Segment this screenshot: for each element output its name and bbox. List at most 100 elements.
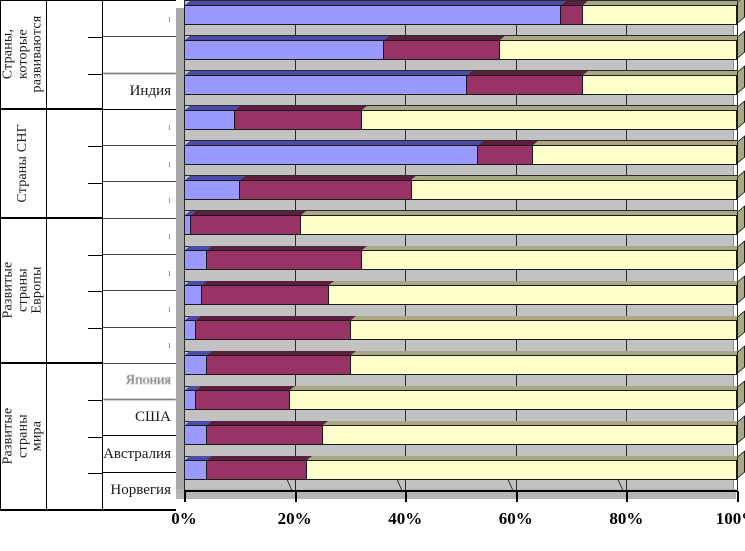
group-label: Страны, которые развиваются (1, 15, 45, 93)
bar-segment-series-1[interactable] (184, 4, 561, 25)
subgroup-cell (47, 364, 103, 509)
row-label-column: ı Индия ı ı ı ı ı ı ı Япония США Австралия Норвегия (103, 1, 176, 509)
row-separator (184, 420, 737, 422)
row-separator (184, 70, 737, 72)
subgroup-label-column (47, 1, 104, 509)
bar-segment-series-1[interactable] (184, 285, 201, 306)
stacked-bar[interactable] (184, 390, 737, 411)
category-label: ı (103, 1, 176, 38)
bar-segment-series-1[interactable] (184, 74, 467, 95)
bar-segment-series-1[interactable] (184, 144, 478, 165)
bar-segment-series-2[interactable] (195, 320, 350, 341)
subgroup-cell (47, 219, 103, 364)
bar-segment-series-3[interactable] (582, 74, 737, 95)
bar-segment-series-3[interactable] (360, 109, 737, 130)
bar-segment-series-3[interactable] (300, 214, 737, 235)
row-separator (184, 315, 737, 317)
bar-segment-series-2[interactable] (239, 179, 411, 200)
bar-end-cap (737, 170, 745, 199)
category-label: ı (103, 182, 176, 219)
bar-end-cap (737, 380, 745, 410)
bar-segment-series-2[interactable] (200, 285, 328, 306)
row-separator (184, 385, 737, 387)
stacked-bar[interactable] (184, 355, 737, 376)
bar-segment-series-2[interactable] (206, 425, 323, 446)
x-axis-tick-label: 100% (715, 509, 745, 528)
stacked-bar[interactable] (184, 109, 737, 130)
subgroup-cell (47, 1, 103, 110)
x-axis-tick (737, 491, 739, 502)
stacked-bar[interactable] (184, 425, 737, 446)
row-separator (184, 175, 737, 177)
bar-segment-series-2[interactable] (560, 4, 583, 25)
bar-segment-series-1[interactable] (184, 460, 207, 481)
row-separator (184, 0, 737, 1)
bar-segment-series-2[interactable] (477, 144, 533, 165)
stacked-bar[interactable] (184, 460, 737, 481)
stacked-bar[interactable] (184, 144, 737, 165)
bar-end-cap (737, 135, 745, 164)
stacked-bar[interactable] (184, 285, 737, 306)
x-axis-tick-label: 40% (388, 509, 423, 528)
bar-segment-series-3[interactable] (349, 355, 737, 376)
axis-minor-tick (88, 182, 103, 184)
stacked-bar[interactable] (184, 39, 737, 60)
bar-segment-series-2[interactable] (206, 355, 350, 376)
x-axis-tick-label: 60% (498, 509, 533, 528)
bar-segment-series-2[interactable] (189, 214, 301, 235)
stacked-bar[interactable] (184, 4, 737, 25)
axis-minor-tick (88, 327, 103, 329)
subgroup-cell (47, 110, 103, 219)
bar-segment-series-1[interactable] (184, 355, 207, 376)
stacked-bar[interactable] (184, 74, 737, 95)
stacked-bar[interactable] (184, 250, 737, 271)
bar-end-cap (737, 450, 745, 480)
bar-segment-series-2[interactable] (206, 460, 306, 481)
bar-segment-series-1[interactable] (184, 250, 207, 271)
bar-segment-series-1[interactable] (184, 214, 190, 235)
bar-segment-series-3[interactable] (327, 285, 737, 306)
bar-segment-series-3[interactable] (532, 144, 737, 165)
bar-segment-series-1[interactable] (184, 320, 196, 341)
bar-end-cap (737, 205, 745, 234)
bar-segment-series-1[interactable] (184, 109, 234, 130)
bar-segment-series-3[interactable] (289, 390, 737, 411)
bar-segment-series-1[interactable] (184, 179, 240, 200)
bar-segment-series-3[interactable] (305, 460, 737, 481)
stacked-bar[interactable] (184, 179, 737, 200)
bar-segment-series-2[interactable] (206, 250, 361, 271)
bar-segment-series-1[interactable] (184, 390, 196, 411)
x-axis-tick-label: 0% (171, 509, 197, 528)
bar-segment-series-2[interactable] (466, 74, 583, 95)
stacked-bar[interactable] (184, 320, 737, 341)
bar-segment-series-2[interactable] (233, 109, 361, 130)
bar-segment-series-3[interactable] (499, 39, 737, 60)
x-axis-tick (294, 491, 297, 502)
axis-minor-tick (88, 436, 103, 438)
bar-series-container (176, 0, 745, 511)
bar-segment-series-2[interactable] (383, 39, 500, 60)
bar-end-cap (737, 415, 745, 445)
row-separator (184, 105, 737, 107)
bar-segment-series-3[interactable] (360, 250, 737, 271)
bar-end-cap (737, 275, 745, 305)
bar-end-cap (737, 310, 745, 340)
bar-segment-series-1[interactable] (184, 425, 207, 446)
bar-end-cap (737, 29, 745, 59)
bar-segment-series-3[interactable] (410, 179, 737, 200)
row-separator (184, 455, 737, 457)
bar-segment-series-3[interactable] (322, 425, 737, 446)
group-label-column: Страны, которые развиваются Страны СНГ Раз… (1, 1, 47, 509)
bar-segment-series-3[interactable] (349, 320, 737, 341)
stacked-bar[interactable] (184, 214, 737, 235)
group-cell: Развитые страны мира (1, 364, 46, 509)
category-axis-block: Страны, которые развиваются Страны СНГ Раз… (0, 0, 176, 511)
x-axis-tick (405, 491, 408, 502)
category-label: ı (103, 110, 176, 147)
bar-segment-series-3[interactable] (582, 4, 737, 25)
bar-segment-series-1[interactable] (184, 39, 384, 60)
bar-segment-series-2[interactable] (195, 390, 290, 411)
category-label: ı (103, 146, 176, 183)
x-axis-tick-label: 80% (609, 509, 644, 528)
